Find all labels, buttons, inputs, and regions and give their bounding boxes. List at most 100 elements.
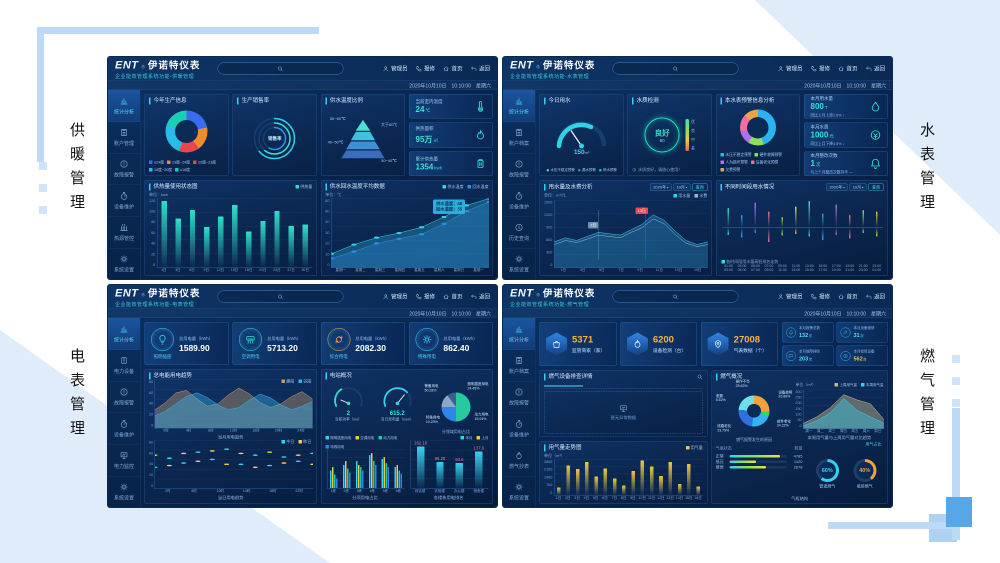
month-select[interactable]: 10月	[849, 183, 867, 191]
nav-item[interactable]: 报修	[811, 65, 830, 73]
domain-pie-chart: 警备用电 50.28% 照明插座用电 24.45% 动力用电 15.04% 特殊用电 10.2…	[423, 380, 489, 433]
panel-title: 用水量及水费分析	[544, 183, 593, 191]
small-stat-label: 本月设备维修	[853, 326, 875, 330]
pie-callout: 特殊用电 10.23%	[425, 416, 440, 425]
grouped-bar-chart: 1栋 2栋 3栋 4栋 5栋 6栋	[325, 449, 405, 493]
stat-icon	[869, 129, 881, 141]
search-input[interactable]	[612, 290, 739, 303]
sidebar-item[interactable]: 电力监控	[108, 445, 140, 477]
small-stat-value: 31次	[853, 332, 864, 339]
search-input[interactable]	[217, 62, 344, 75]
nav-item[interactable]: 首页	[838, 293, 858, 301]
sidebar-item[interactable]: 系统设置	[108, 248, 140, 279]
nav-item[interactable]: 首页	[443, 65, 463, 73]
year-select[interactable]: 2020年	[650, 183, 672, 191]
system-subtitle: 企业能效管理系统功能-供暖管理	[115, 73, 195, 80]
nav-item[interactable]: 报修	[416, 65, 435, 73]
small-stat-card: 本月检修设备 562台	[836, 345, 888, 366]
sidebar-item[interactable]: 统计分析	[503, 90, 535, 122]
sidebar-item[interactable]: 故障报警	[108, 381, 140, 413]
sidebar-icon	[515, 483, 524, 492]
sidebar-item[interactable]: 电力设备	[108, 350, 140, 382]
query-button[interactable]: 查询	[868, 183, 884, 191]
sidebar-item[interactable]: 设备维护	[108, 185, 140, 217]
brand-name: 伊诺特仪表	[147, 288, 201, 299]
small-stat-value: 203次	[799, 355, 813, 362]
stat-icon	[552, 339, 562, 349]
brand: ENT ® 伊诺特仪表 企业能效管理系统功能-供暖管理	[115, 58, 200, 80]
gauge-value: 2	[346, 409, 350, 417]
stat-label: 当前室内温度	[415, 99, 443, 105]
sidebar-item[interactable]: 统计分析	[108, 90, 140, 122]
nav-item[interactable]: 报修	[811, 293, 830, 301]
energy-card-value: 862.40	[443, 343, 470, 354]
registered-mark: ®	[536, 292, 540, 298]
sidebar-item[interactable]: 账户档案	[503, 350, 535, 382]
query-button[interactable]: 查询	[692, 183, 708, 191]
sidebar-item[interactable]: 统计分析	[503, 318, 535, 350]
energy-card-caption: 总用电量（kWh）	[179, 336, 214, 341]
sidebar-item[interactable]: 故障报警	[503, 153, 535, 185]
nav-item[interactable]: 返回	[471, 65, 490, 73]
sidebar-item[interactable]: 故障报警	[108, 153, 140, 185]
nav-item[interactable]: 管理员	[778, 65, 803, 73]
year-select[interactable]: 2020年	[826, 183, 848, 191]
decorative-square	[39, 206, 47, 214]
nav-item[interactable]: 管理员	[778, 293, 803, 301]
chart-caption: 本周用气量与上周用气量对比趋势	[807, 434, 872, 440]
nav-item[interactable]: 管理员	[383, 65, 408, 73]
chart-legend: 供水温度 回水温度	[442, 184, 489, 190]
sidebar-item[interactable]: 账户档案	[503, 122, 535, 154]
sidebar-item[interactable]: 系统设置	[108, 476, 140, 507]
generation-gauge: 615.2 当日发电量（kwh）	[374, 380, 420, 433]
sidebar-item[interactable]: 故障报警	[503, 381, 535, 413]
stat-unit: ㎡	[433, 138, 438, 144]
nav-item[interactable]: 返回	[866, 293, 885, 301]
nav-item[interactable]: 返回	[866, 65, 885, 73]
section-caption: 气瓶结构	[791, 496, 809, 501]
sidebar-item[interactable]: 设备维护	[108, 413, 140, 445]
search-input[interactable]	[612, 62, 739, 75]
nav-item[interactable]: 首页	[838, 65, 858, 73]
search-icon[interactable]	[696, 374, 703, 381]
temperature-pyramid-chart: 50~60℃ 40~50℃ 大于60℃ 30~40℃	[325, 104, 400, 172]
nav-item[interactable]: 报修	[416, 293, 435, 301]
sidebar-item[interactable]: 账户管理	[108, 122, 140, 154]
brand-name: 伊诺特仪表	[542, 288, 596, 299]
sidebar-item[interactable]: 设备维护	[503, 185, 535, 217]
nav-item[interactable]: 首页	[443, 293, 463, 301]
table-header[interactable]	[664, 384, 703, 386]
nav-item[interactable]: 管理员	[383, 293, 408, 301]
nav-item[interactable]: 返回	[471, 293, 490, 301]
warnings-donut-chart	[739, 109, 776, 146]
table-header[interactable]	[544, 383, 583, 387]
month-select[interactable]: 10月	[673, 183, 691, 191]
sidebar-item[interactable]: 历史查询	[503, 217, 535, 249]
energy-card-icon	[421, 334, 432, 345]
sidebar-item[interactable]: 热源管控	[108, 217, 140, 249]
legend-item: 18度~20度	[149, 167, 172, 173]
quality-scale: 优良中差	[685, 119, 695, 152]
big-stats: 5371 监管商家（家） 6200 设备检测（台） 27008 气表数据（个）	[539, 322, 779, 366]
panel-time-period-usage: 不同时间段用水情况 2020年 10月 查询 01:00 03:0003:00 …	[715, 180, 888, 276]
sidebar-icon	[515, 356, 524, 365]
small-stat-icon-ring	[786, 327, 796, 338]
sidebar-item[interactable]: 系统设置	[503, 248, 535, 279]
decorative-bracket-top-left	[37, 27, 319, 162]
stat-card: 当前室内温度 24℃	[408, 94, 493, 119]
stat-icon	[632, 339, 642, 349]
legend-item: ≤18度	[175, 167, 190, 173]
table-header[interactable]	[584, 384, 623, 386]
small-stat-card: 本月故障排除 203次	[782, 345, 834, 366]
sidebar-item[interactable]: 燃气抄表	[503, 445, 535, 477]
sidebar-item[interactable]: 系统设置	[503, 476, 535, 507]
nav-icon	[443, 293, 450, 300]
sidebar-item[interactable]: 设备维护	[503, 413, 535, 445]
panel-station-overview: 电站概况 2 当前功率（kw）	[320, 369, 493, 504]
sidebar-item[interactable]: 统计分析	[108, 318, 140, 350]
stat-value: 6200	[652, 334, 674, 346]
search-input[interactable]	[217, 290, 344, 303]
nav-icon	[838, 293, 845, 300]
table-header[interactable]	[624, 384, 663, 386]
stat-icon	[869, 100, 881, 112]
